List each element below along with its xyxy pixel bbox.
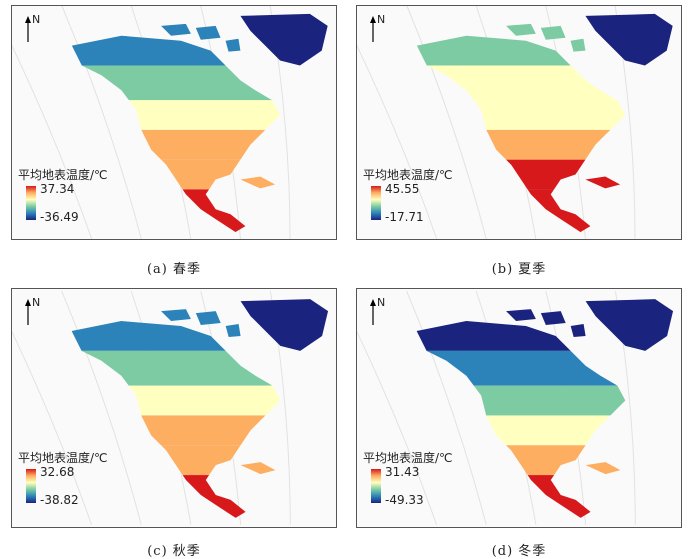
legend: 平均地表温度/℃ 37.34 -36.49	[18, 166, 108, 224]
temperature-band	[71, 385, 281, 416]
map-panel-spring: N 平均地表温度/℃ 37.34 -36.49	[11, 5, 337, 240]
legend-min: -38.82	[40, 493, 79, 507]
map-panel-summer: N 平均地表温度/℃ 45.55 -17.71	[356, 5, 682, 240]
caption-winter: (d) 冬季	[491, 544, 547, 559]
legend: 平均地表温度/℃ 45.55 -17.71	[363, 166, 453, 224]
legend-max: 45.55	[385, 182, 420, 196]
map-panel-winter: N 平均地表温度/℃ 31.43 -49.33	[356, 288, 682, 528]
north-america-map	[357, 6, 673, 239]
north-america-map	[12, 6, 328, 239]
north-label: N	[377, 296, 386, 309]
north-arrow-icon	[370, 16, 376, 42]
graticule-line	[61, 291, 142, 525]
legend-color-bar	[371, 186, 381, 220]
legend-color-bar	[26, 469, 36, 503]
greenland	[585, 299, 674, 351]
north-label: N	[32, 13, 41, 26]
legend: 平均地表温度/℃ 32.68 -38.82	[18, 449, 108, 507]
legend-min: -36.49	[40, 210, 79, 224]
legend-max: 31.43	[385, 465, 420, 479]
legend-min: -49.33	[385, 493, 424, 507]
temperature-band	[71, 65, 281, 101]
graticule-line	[406, 291, 487, 525]
north-arrow-icon	[25, 299, 31, 325]
legend-title: 平均地表温度/℃	[18, 451, 108, 465]
legend-title: 平均地表温度/℃	[18, 168, 108, 182]
temperature-band	[416, 385, 626, 416]
legend-max: 32.68	[40, 465, 75, 479]
legend-max: 37.34	[40, 182, 75, 196]
temperature-band	[416, 350, 626, 386]
north-label: N	[32, 296, 41, 309]
legend: 平均地表温度/℃ 31.43 -49.33	[363, 449, 453, 507]
graticule-line	[357, 330, 437, 525]
graticule-line	[12, 44, 93, 239]
north-arrow-icon	[25, 16, 31, 42]
graticule-line	[406, 6, 487, 239]
graticule-line	[61, 6, 142, 239]
greenland	[240, 299, 329, 351]
greenland	[585, 13, 673, 66]
legend-title: 平均地表温度/℃	[363, 168, 453, 182]
legend-color-bar	[26, 186, 36, 220]
north-america-map	[12, 291, 329, 525]
temperature-band	[71, 100, 281, 130]
north-america-map	[357, 291, 674, 525]
legend-min: -17.71	[385, 210, 424, 224]
temperature-band	[416, 100, 626, 130]
temperature-band	[71, 350, 281, 386]
graticule-line	[357, 44, 438, 239]
caption-spring: (a) 春季	[146, 262, 202, 277]
legend-color-bar	[371, 469, 381, 503]
temperature-band	[416, 65, 626, 101]
map-panel-autumn: N 平均地表温度/℃ 32.68 -38.82	[11, 288, 337, 528]
north-label: N	[377, 13, 386, 26]
legend-title: 平均地表温度/℃	[363, 451, 453, 465]
graticule-line	[12, 330, 92, 525]
caption-autumn: (c) 秋季	[147, 544, 201, 559]
greenland	[240, 13, 328, 66]
north-arrow-icon	[370, 299, 376, 325]
caption-summer: (b) 夏季	[491, 262, 547, 277]
